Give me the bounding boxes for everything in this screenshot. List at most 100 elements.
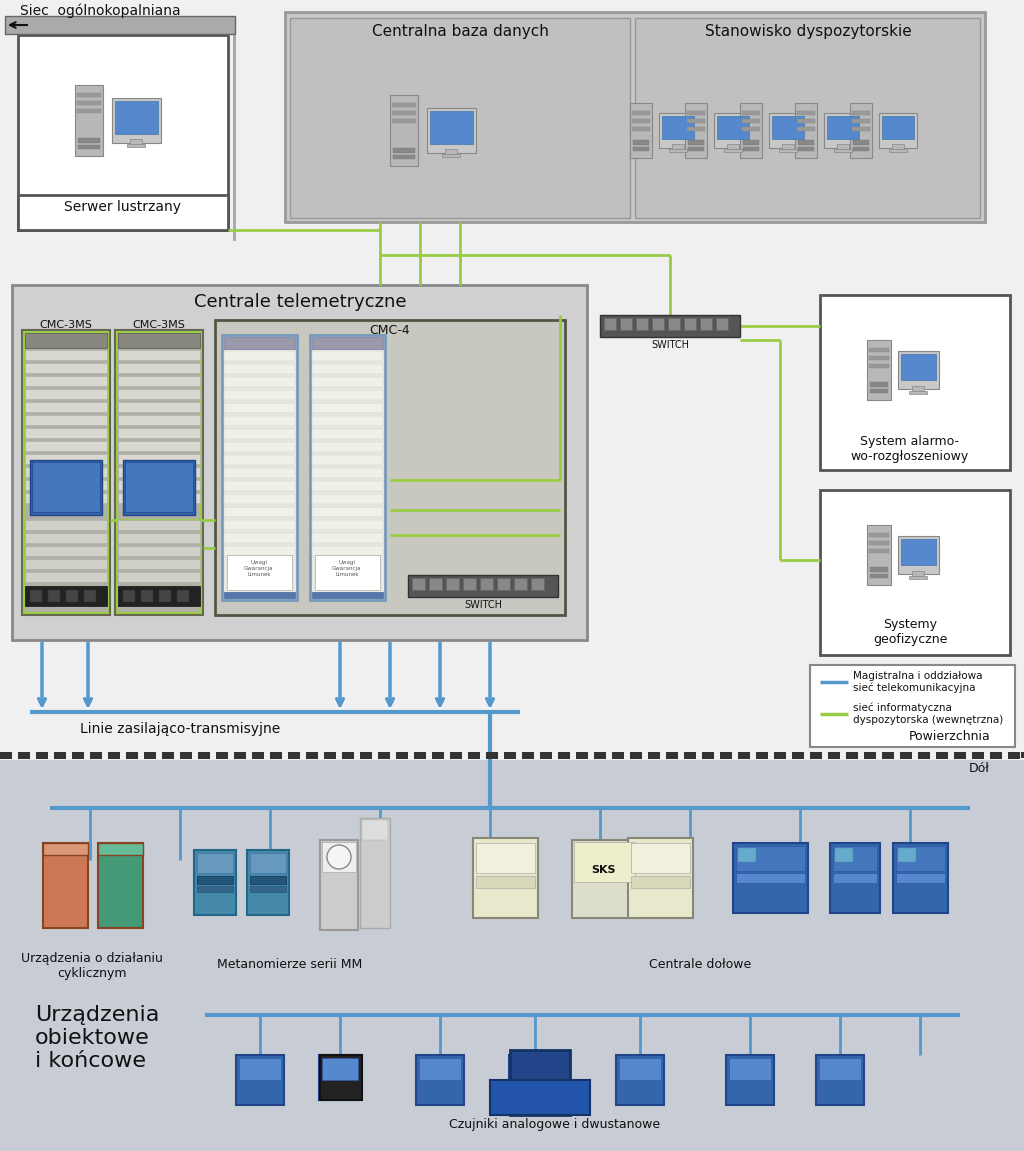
Bar bbox=[810, 752, 822, 759]
Bar bbox=[25, 376, 106, 386]
Bar bbox=[270, 752, 282, 759]
Bar bbox=[733, 843, 808, 913]
Bar bbox=[575, 752, 588, 759]
Bar bbox=[236, 1055, 284, 1105]
Bar bbox=[738, 752, 750, 759]
Bar bbox=[118, 520, 200, 529]
Bar bbox=[631, 843, 690, 872]
Bar bbox=[850, 102, 872, 158]
Bar bbox=[846, 752, 858, 759]
Bar bbox=[319, 1055, 362, 1100]
Bar bbox=[896, 846, 945, 871]
Bar bbox=[716, 318, 728, 330]
Bar bbox=[25, 441, 106, 451]
Bar bbox=[779, 148, 797, 152]
Bar bbox=[127, 144, 145, 147]
Bar bbox=[830, 843, 880, 913]
Text: SKS: SKS bbox=[592, 866, 616, 875]
Bar bbox=[633, 140, 649, 145]
Bar bbox=[197, 886, 233, 892]
Bar bbox=[25, 428, 106, 439]
Text: Magistralna i oddziałowa
sieć telekomunikacyjna: Magistralna i oddziałowa sieć telekomuni… bbox=[853, 671, 982, 693]
Text: Stanowisko dyspozytorskie: Stanowisko dyspozytorskie bbox=[705, 24, 911, 39]
Bar bbox=[118, 350, 200, 360]
Bar bbox=[25, 453, 106, 464]
Bar bbox=[123, 460, 195, 514]
Bar bbox=[635, 18, 980, 218]
Text: CMC-4: CMC-4 bbox=[370, 323, 411, 337]
Bar bbox=[636, 318, 648, 330]
Bar bbox=[450, 752, 462, 759]
Bar bbox=[224, 442, 295, 452]
Bar bbox=[936, 752, 948, 759]
Bar bbox=[224, 390, 295, 401]
Bar bbox=[720, 752, 732, 759]
Bar bbox=[896, 872, 945, 883]
Bar bbox=[25, 533, 106, 543]
Bar bbox=[687, 110, 705, 115]
Bar bbox=[118, 333, 200, 348]
Bar bbox=[239, 1058, 281, 1080]
Bar bbox=[463, 578, 476, 590]
Bar bbox=[118, 428, 200, 439]
Bar bbox=[118, 480, 200, 490]
Bar bbox=[898, 848, 916, 862]
Bar bbox=[504, 752, 516, 759]
Bar bbox=[514, 578, 527, 590]
Bar bbox=[125, 462, 193, 512]
Bar bbox=[853, 140, 869, 145]
Bar bbox=[990, 752, 1002, 759]
Bar bbox=[90, 752, 102, 759]
Bar bbox=[113, 98, 161, 143]
Text: Powierzchnia: Powierzchnia bbox=[908, 730, 990, 744]
Bar bbox=[480, 578, 493, 590]
Bar bbox=[130, 139, 142, 144]
Bar bbox=[868, 356, 889, 360]
Bar bbox=[630, 752, 642, 759]
Bar bbox=[618, 1058, 662, 1080]
Bar bbox=[312, 546, 383, 556]
Bar bbox=[912, 571, 925, 576]
Bar bbox=[740, 102, 762, 158]
Bar bbox=[391, 110, 416, 115]
Bar bbox=[446, 578, 459, 590]
Text: CMC-3MS: CMC-3MS bbox=[132, 320, 185, 330]
Bar bbox=[736, 872, 805, 883]
Bar bbox=[432, 752, 444, 759]
Bar bbox=[378, 752, 390, 759]
Bar bbox=[118, 363, 200, 373]
Bar bbox=[820, 295, 1010, 470]
Bar bbox=[868, 541, 889, 546]
Bar bbox=[669, 148, 687, 152]
Bar bbox=[834, 148, 852, 152]
Bar bbox=[312, 506, 383, 517]
Bar bbox=[25, 546, 106, 556]
Bar bbox=[32, 462, 100, 512]
Bar bbox=[909, 576, 928, 579]
Bar bbox=[819, 1058, 861, 1080]
Bar bbox=[180, 752, 193, 759]
Bar bbox=[900, 752, 912, 759]
Bar bbox=[312, 337, 383, 349]
Bar bbox=[392, 155, 415, 159]
Text: Serwer lustrzany: Serwer lustrzany bbox=[65, 200, 181, 214]
Bar bbox=[648, 752, 660, 759]
Bar bbox=[194, 849, 236, 915]
Text: Centralna baza danych: Centralna baza danych bbox=[372, 24, 549, 39]
Bar bbox=[98, 843, 143, 855]
Bar bbox=[250, 853, 286, 872]
Bar bbox=[98, 843, 143, 928]
Bar bbox=[12, 285, 587, 640]
Bar bbox=[250, 886, 286, 892]
Bar bbox=[630, 102, 652, 158]
Bar bbox=[774, 752, 786, 759]
Bar bbox=[893, 843, 948, 913]
Bar bbox=[769, 113, 807, 148]
Bar bbox=[25, 416, 106, 425]
Bar bbox=[123, 590, 135, 602]
Bar bbox=[490, 1080, 590, 1115]
Bar bbox=[901, 355, 936, 380]
Bar bbox=[512, 1058, 558, 1080]
Bar bbox=[869, 567, 888, 572]
Bar bbox=[312, 481, 383, 491]
